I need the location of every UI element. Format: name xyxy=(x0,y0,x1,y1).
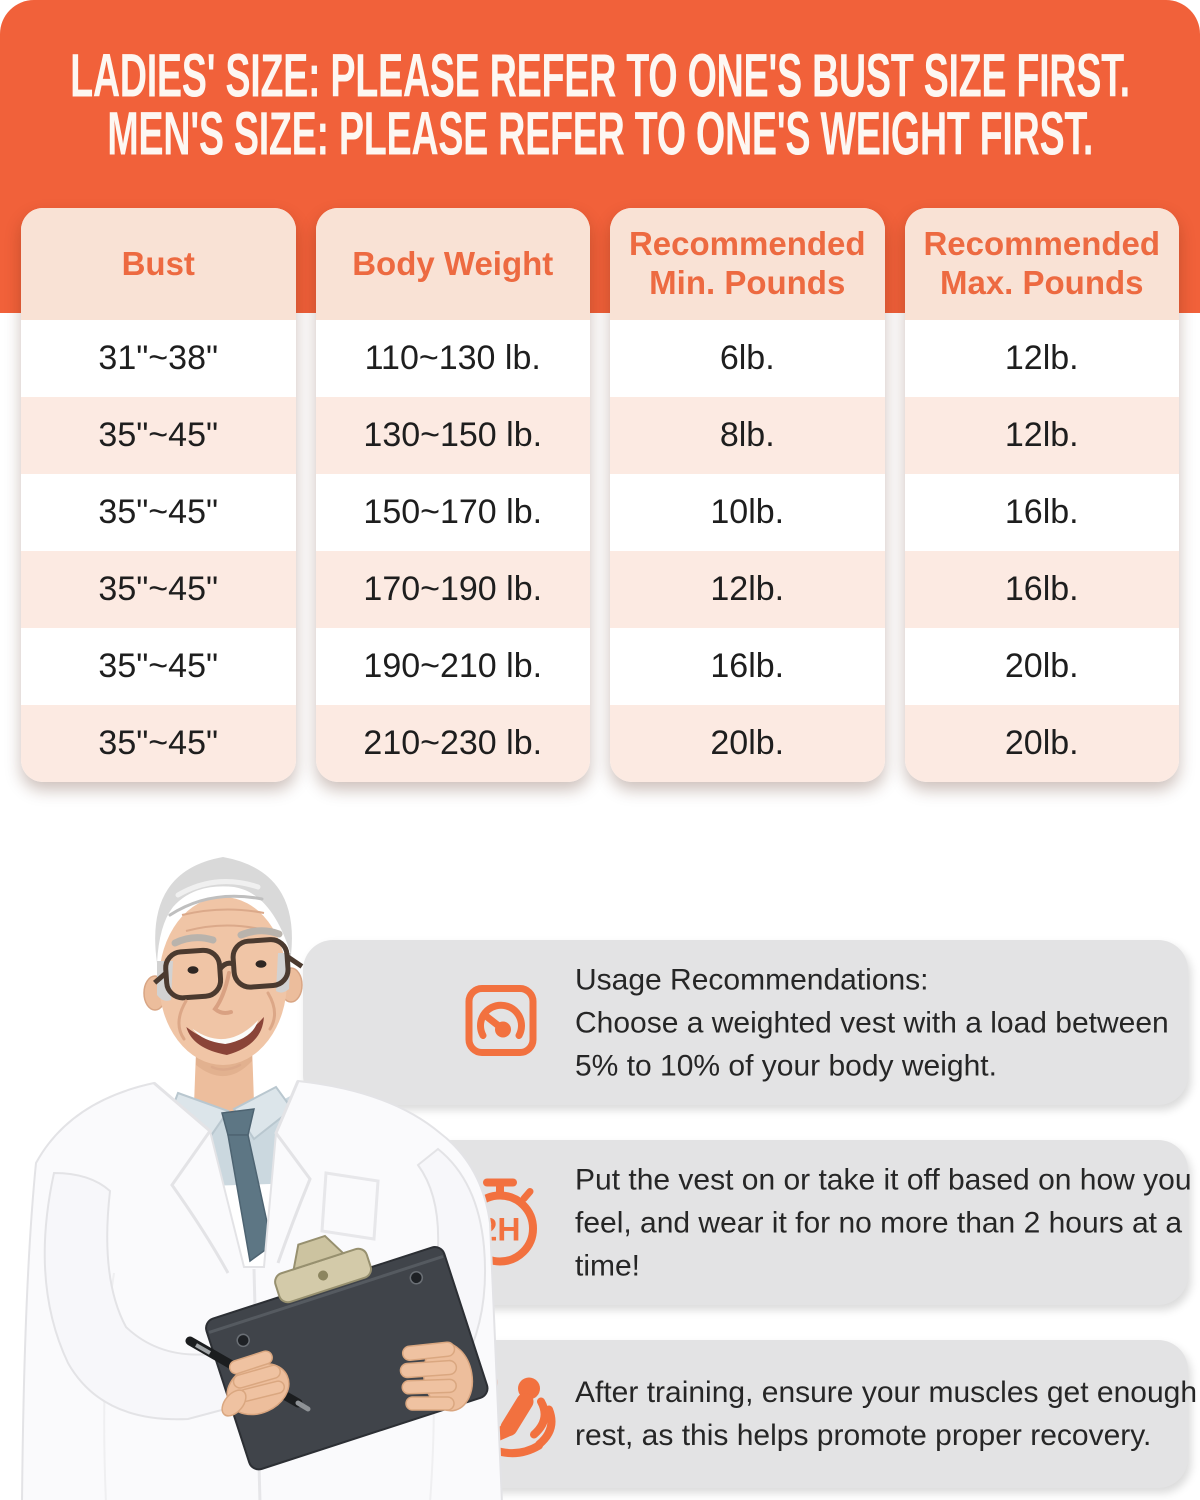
table-cell: 35"~45" xyxy=(21,628,296,705)
column-header: Body Weight xyxy=(315,208,590,320)
table-cell: 20lb. xyxy=(610,705,885,782)
table-cell: 8lb. xyxy=(610,397,885,474)
tip-body: Choose a weighted vest with a load betwe… xyxy=(575,1006,1169,1082)
table-cell: 16lb. xyxy=(904,474,1179,551)
column-header: Recommended Min. Pounds xyxy=(610,208,885,320)
banner-line-1: LADIES' SIZE: PLEASE REFER TO ONE'S BUST… xyxy=(70,41,1130,110)
table-cell: 35"~45" xyxy=(21,705,296,782)
table-cell: 16lb. xyxy=(610,628,885,705)
doctor-head xyxy=(143,857,304,1071)
table-cell: 20lb. xyxy=(904,628,1179,705)
tip-title: Usage Recommendations: xyxy=(575,963,929,996)
glasses xyxy=(153,937,304,1001)
size-table-column-body-weight: Body Weight 110~130 lb. 130~150 lb. 150~… xyxy=(315,208,590,782)
tip-text: Put the vest on or take it off based on … xyxy=(575,1158,1200,1287)
table-cell: 150~170 lb. xyxy=(315,474,590,551)
tip-usage-recommendation: Usage Recommendations: Choose a weighted… xyxy=(303,940,1188,1105)
tip-body: After training, ensure your muscles get … xyxy=(575,1376,1198,1452)
table-cell: 210~230 lb. xyxy=(315,705,590,782)
gauge-icon xyxy=(463,982,539,1063)
column-header: Recommended Max. Pounds xyxy=(904,208,1179,320)
table-cell: 190~210 lb. xyxy=(315,628,590,705)
tip-text: Usage Recommendations: Choose a weighted… xyxy=(575,958,1200,1087)
doctor-photo xyxy=(21,857,503,1500)
doctor-right-hand xyxy=(221,1350,290,1417)
clipboard xyxy=(205,1234,489,1471)
size-table-column-min-pounds: Recommended Min. Pounds 6lb. 8lb. 10lb. … xyxy=(610,208,885,782)
size-table-column-max-pounds: Recommended Max. Pounds 12lb. 12lb. 16lb… xyxy=(904,208,1179,782)
table-cell: 130~150 lb. xyxy=(315,397,590,474)
column-header: Bust xyxy=(21,208,296,320)
table-cell: 110~130 lb. xyxy=(315,320,590,397)
size-table-column-bust: Bust 31"~38" 35"~45" 35"~45" 35"~45" 35"… xyxy=(21,208,296,782)
banner-line-2: MEN'S SIZE: PLEASE REFER TO ONE'S WEIGHT… xyxy=(107,99,1093,169)
table-cell: 16lb. xyxy=(904,551,1179,628)
banner-text: LADIES' SIZE: PLEASE REFER TO ONE'S BUST… xyxy=(0,0,1200,210)
table-cell: 6lb. xyxy=(610,320,885,397)
size-table: Bust 31"~38" 35"~45" 35"~45" 35"~45" 35"… xyxy=(21,208,1179,782)
table-cell: 35"~45" xyxy=(21,397,296,474)
table-cell: 35"~45" xyxy=(21,551,296,628)
table-cell: 20lb. xyxy=(904,705,1179,782)
table-cell: 35"~45" xyxy=(21,474,296,551)
tip-body: Put the vest on or take it off based on … xyxy=(575,1163,1192,1282)
smile xyxy=(186,1016,264,1055)
table-cell: 170~190 lb. xyxy=(315,551,590,628)
table-cell: 31"~38" xyxy=(21,320,296,397)
table-cell: 12lb. xyxy=(904,320,1179,397)
tip-text: After training, ensure your muscles get … xyxy=(575,1371,1200,1457)
table-cell: 10lb. xyxy=(610,474,885,551)
table-cell: 12lb. xyxy=(610,551,885,628)
table-cell: 12lb. xyxy=(904,397,1179,474)
doctor-left-hand xyxy=(399,1341,474,1412)
